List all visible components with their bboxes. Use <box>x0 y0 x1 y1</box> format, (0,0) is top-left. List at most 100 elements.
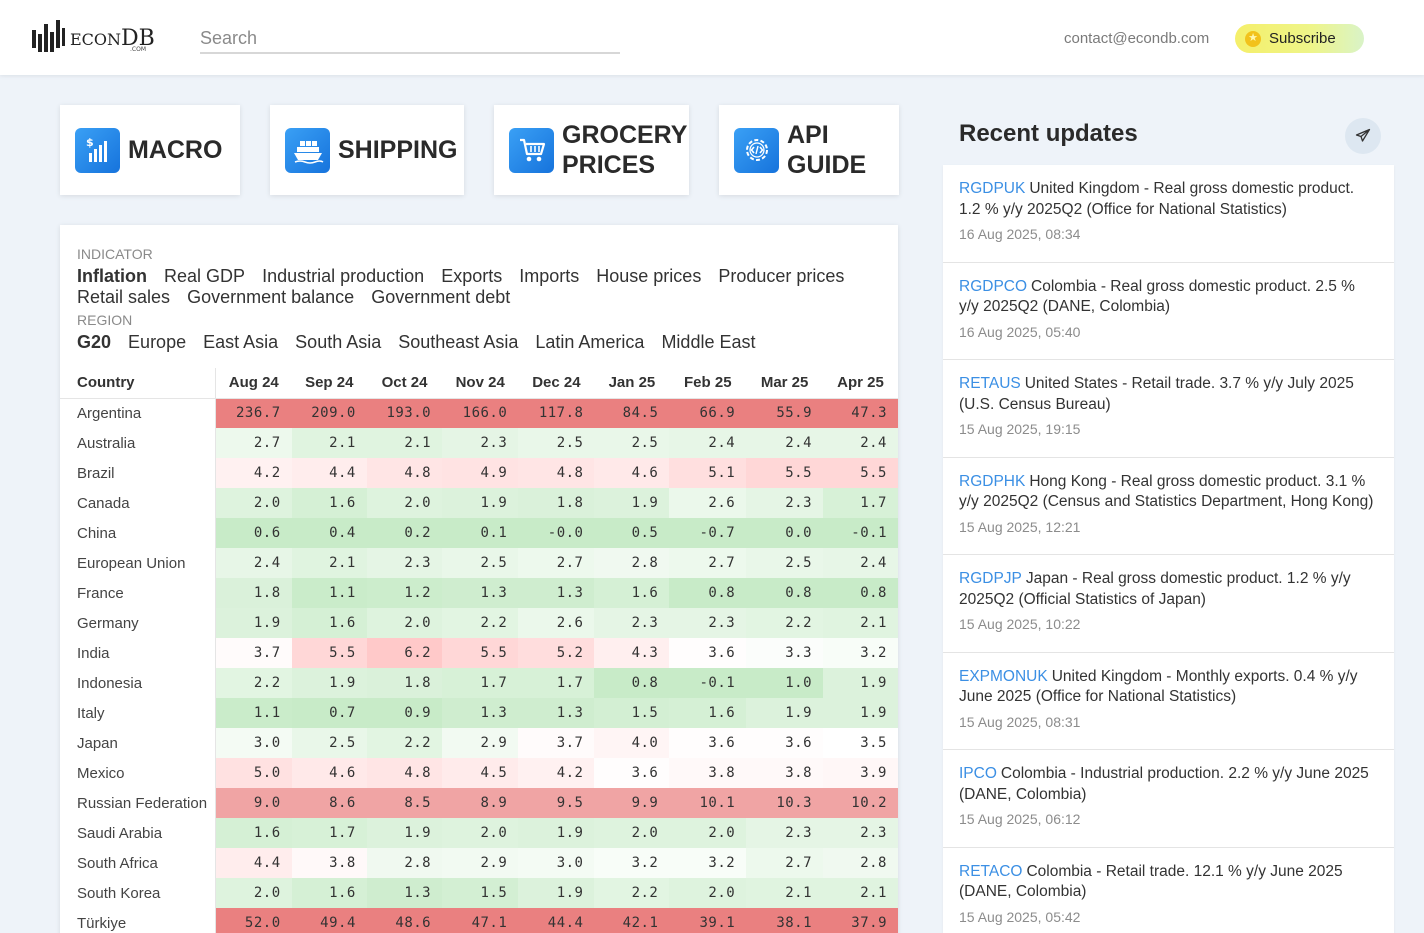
telegram-send-button[interactable] <box>1345 118 1381 154</box>
column-header-month[interactable]: Feb 25 <box>669 368 747 399</box>
table-row[interactable]: Mexico 5.0 4.6 4.8 4.5 4.2 3.6 3.8 3.8 3.9 <box>60 758 898 788</box>
value-cell: 2.4 <box>215 548 292 578</box>
country-cell[interactable]: China <box>60 518 216 548</box>
table-row[interactable]: Türkiye 52.0 49.4 48.6 47.1 44.4 42.1 39.1 38.1 3… <box>60 908 898 933</box>
country-cell[interactable]: Türkiye <box>60 908 216 933</box>
series-code-link[interactable]: RETAUS <box>959 375 1021 392</box>
country-cell[interactable]: Mexico <box>60 758 216 788</box>
indicator-option-government-balance[interactable]: Government balance <box>187 287 355 307</box>
country-cell[interactable]: South Africa <box>60 848 216 878</box>
table-row[interactable]: European Union 2.4 2.1 2.3 2.5 2.7 2.8 2.7 2.5 2.… <box>60 548 898 578</box>
country-cell[interactable]: Italy <box>60 698 216 728</box>
country-cell[interactable]: Saudi Arabia <box>60 818 216 848</box>
value-cell: 2.3 <box>442 428 519 458</box>
nav-card-shipping[interactable]: SHIPPING <box>270 105 464 195</box>
table-row[interactable]: France 1.8 1.1 1.2 1.3 1.3 1.6 0.8 0.8 0.8 <box>60 578 898 608</box>
table-row[interactable]: Japan 3.0 2.5 2.2 2.9 3.7 4.0 3.6 3.6 3.5 <box>60 728 898 758</box>
value-cell: 1.7 <box>442 668 519 698</box>
region-option-southeast-asia[interactable]: Southeast Asia <box>398 332 519 352</box>
indicator-option-house-prices[interactable]: House prices <box>596 266 702 286</box>
contact-email[interactable]: contact@econdb.com <box>1064 30 1210 47</box>
search-input[interactable] <box>200 24 620 54</box>
table-row[interactable]: Canada 2.0 1.6 2.0 1.9 1.8 1.9 2.6 2.3 1.7 <box>60 488 898 518</box>
column-header-month[interactable]: Dec 24 <box>518 368 595 399</box>
econdb-logo[interactable]: ECONDB .COM <box>32 20 155 56</box>
table-row[interactable]: China 0.6 0.4 0.2 0.1 -0.0 0.5 -0.7 0.0 -0.1 <box>60 518 898 548</box>
table-row[interactable]: Indonesia 2.2 1.9 1.8 1.7 1.7 0.8 -0.1 1.0 1.9 <box>60 668 898 698</box>
value-cell: 9.9 <box>594 788 670 818</box>
series-code-link[interactable]: RGDPJP <box>959 570 1022 587</box>
country-cell[interactable]: South Korea <box>60 878 216 908</box>
value-cell: 2.2 <box>594 878 670 908</box>
region-option-europe[interactable]: Europe <box>128 332 187 352</box>
region-option-latin-america[interactable]: Latin America <box>535 332 645 352</box>
value-cell: 1.1 <box>291 578 367 608</box>
column-header-country[interactable]: Country <box>60 368 216 399</box>
indicator-option-government-debt[interactable]: Government debt <box>371 287 511 307</box>
table-row[interactable]: Saudi Arabia 1.6 1.7 1.9 2.0 1.9 2.0 2.0 2.3 2.3 <box>60 818 898 848</box>
region-option-east-asia[interactable]: East Asia <box>203 332 279 352</box>
country-cell[interactable]: Australia <box>60 428 216 458</box>
update-description: Colombia - Real gross domestic product. … <box>959 277 1355 316</box>
series-code-link[interactable]: RGDPCO <box>959 277 1028 295</box>
table-row[interactable]: Australia 2.7 2.1 2.1 2.3 2.5 2.5 2.4 2.4 2.4 <box>60 428 898 458</box>
column-header-month[interactable]: Jan 25 <box>594 368 670 399</box>
value-cell: 2.4 <box>746 428 824 458</box>
logo-suffix: .COM <box>130 46 146 53</box>
country-cell[interactable]: Japan <box>60 728 216 758</box>
table-row[interactable]: South Korea 2.0 1.6 1.3 1.5 1.9 2.2 2.0 2.1 2.1 <box>60 878 898 908</box>
column-header-month[interactable]: Nov 24 <box>442 368 519 399</box>
nav-card-grocery-prices[interactable]: GROCERY PRICES <box>494 105 689 195</box>
value-cell: 48.6 <box>366 908 443 933</box>
country-cell[interactable]: Canada <box>60 488 216 518</box>
update-description: Colombia - Retail trade. 12.1 % y/y June… <box>959 862 1343 901</box>
series-code-link[interactable]: RGDPUK <box>959 180 1026 197</box>
column-header-month[interactable]: Aug 24 <box>215 368 292 399</box>
table-row[interactable]: Argentina 236.7 209.0 193.0 166.0 117.8 84.5 66… <box>60 398 898 428</box>
table-row[interactable]: Germany 1.9 1.6 2.0 2.2 2.6 2.3 2.3 2.2 2.1 <box>60 608 898 638</box>
nav-card-macro[interactable]: $ MACRO <box>60 105 240 195</box>
series-code-link[interactable]: EXPMONUK <box>959 667 1048 685</box>
value-cell: 236.7 <box>215 398 292 428</box>
value-cell: 2.3 <box>366 548 443 578</box>
table-row[interactable]: Italy 1.1 0.7 0.9 1.3 1.3 1.5 1.6 1.9 1.9 <box>60 698 898 728</box>
series-code-link[interactable]: IPCO <box>959 765 997 782</box>
country-cell[interactable]: Russian Federation <box>60 788 216 818</box>
nav-card-api-guide[interactable]: API GUIDE <box>719 105 899 195</box>
column-header-month[interactable]: Apr 25 <box>823 368 898 399</box>
country-cell[interactable]: Indonesia <box>60 668 216 698</box>
value-cell: 193.0 <box>366 398 443 428</box>
country-cell[interactable]: Brazil <box>60 458 216 488</box>
column-header-month[interactable]: Oct 24 <box>366 368 443 399</box>
series-code-link[interactable]: RETACO <box>959 862 1023 880</box>
country-cell[interactable]: European Union <box>60 548 216 578</box>
indicator-option-imports[interactable]: Imports <box>519 266 580 286</box>
table-row[interactable]: India 3.7 5.5 6.2 5.5 5.2 4.3 3.6 3.3 3.2 <box>60 638 898 668</box>
region-option-g20[interactable]: G20 <box>77 332 112 352</box>
value-cell: 1.6 <box>215 818 292 848</box>
table-row[interactable]: Brazil 4.2 4.4 4.8 4.9 4.8 4.6 5.1 5.5 5.5 <box>60 458 898 488</box>
series-code-link[interactable]: RGDPHK <box>959 472 1026 490</box>
region-option-south-asia[interactable]: South Asia <box>295 332 382 352</box>
subscribe-button[interactable]: ★ Subscribe <box>1235 24 1364 53</box>
indicator-option-exports[interactable]: Exports <box>441 266 503 286</box>
table-row[interactable]: Russian Federation 9.0 8.6 8.5 8.9 9.5 9.9 10.1… <box>60 788 898 818</box>
country-cell[interactable]: Germany <box>60 608 216 638</box>
region-option-middle-east[interactable]: Middle East <box>661 332 756 352</box>
country-cell[interactable]: Argentina <box>60 398 216 428</box>
update-item: RGDPHK Hong Kong - Real gross domestic pr… <box>943 457 1394 555</box>
country-cell[interactable]: France <box>60 578 216 608</box>
column-header-month[interactable]: Mar 25 <box>746 368 824 399</box>
indicator-option-producer-prices[interactable]: Producer prices <box>718 266 845 286</box>
value-cell: 1.7 <box>518 668 595 698</box>
country-cell[interactable]: India <box>60 638 216 668</box>
indicator-option-retail-sales[interactable]: Retail sales <box>77 287 171 307</box>
column-header-month[interactable]: Sep 24 <box>291 368 367 399</box>
indicator-option-inflation[interactable]: Inflation <box>77 266 147 286</box>
value-cell: 2.0 <box>594 818 670 848</box>
table-row[interactable]: South Africa 4.4 3.8 2.8 2.9 3.0 3.2 3.2 2.7 2.8 <box>60 848 898 878</box>
indicator-option-real-gdp[interactable]: Real GDP <box>164 266 246 286</box>
update-text: IPCO Colombia - Industrial production. 2.… <box>959 764 1379 805</box>
value-cell: 0.7 <box>291 698 367 728</box>
indicator-option-industrial-production[interactable]: Industrial production <box>262 266 425 286</box>
